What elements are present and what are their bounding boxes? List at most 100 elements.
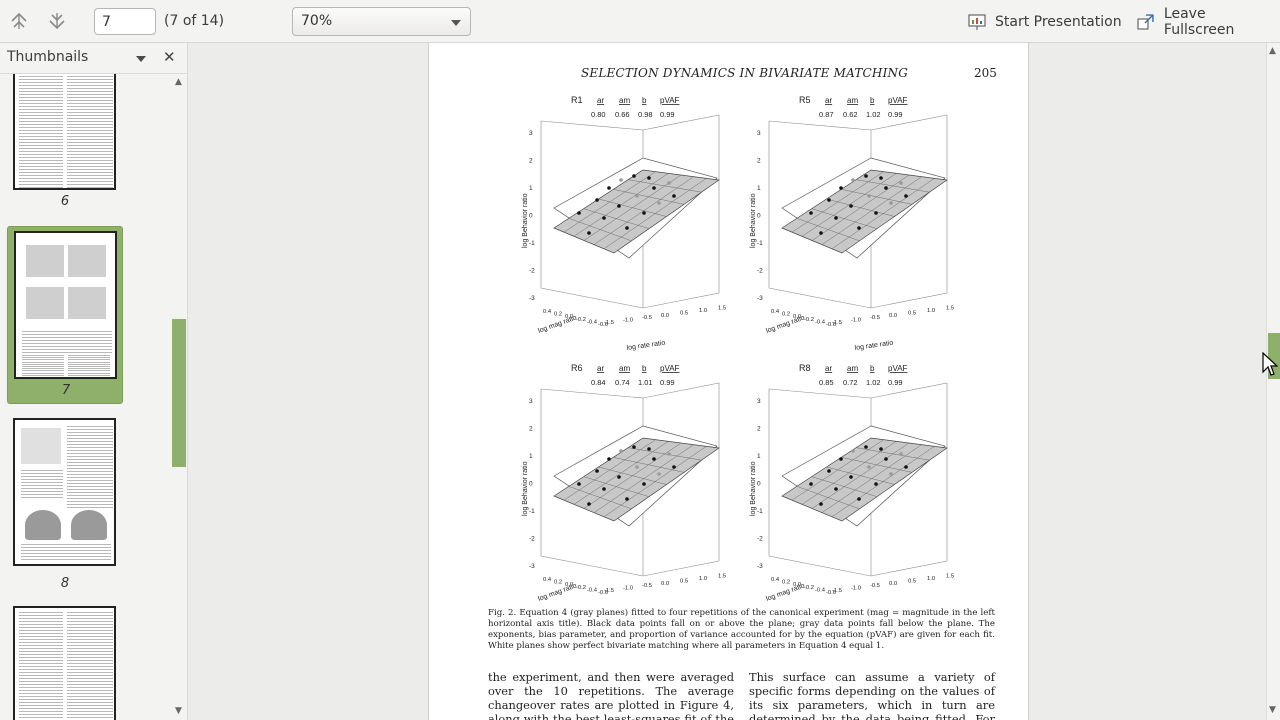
leave-fullscreen-button[interactable]: Leave Fullscreen <box>1136 6 1280 38</box>
thumbnail-text-line <box>67 612 113 613</box>
thumbnail-page-8[interactable]: 8 <box>7 418 123 594</box>
mag-tick-label: -0.4 <box>587 587 598 593</box>
data-point <box>827 198 831 202</box>
data-point <box>857 497 861 501</box>
thumbnail-figure-mark <box>68 361 110 363</box>
rate-tick-label: 0.5 <box>680 310 688 316</box>
thumbnail-text-line <box>19 145 63 146</box>
plot-param-value: 0.99 <box>888 378 903 387</box>
scroll-down-icon[interactable]: ▼ <box>175 706 182 716</box>
thumbnail-text-line <box>19 651 63 652</box>
thumbnail-text-line <box>19 127 63 128</box>
thumbnail-text-line <box>19 175 63 176</box>
thumbnail-text-line <box>67 127 113 128</box>
scroll-down-icon[interactable]: ▼ <box>1269 705 1276 715</box>
thumbnail-figure-mark <box>67 450 113 451</box>
data-point <box>595 198 599 202</box>
close-icon[interactable]: ✕ <box>163 48 176 66</box>
rate-tick-label: 0.0 <box>889 581 897 587</box>
thumbnail-figure-mark <box>21 547 111 548</box>
thumbnail-figure-mark <box>22 359 64 361</box>
data-point <box>602 216 606 220</box>
sidebar-dropdown-icon[interactable] <box>136 56 146 62</box>
start-presentation-button[interactable]: Start Presentation <box>967 8 1122 35</box>
thumbnail-figure-mark <box>68 370 110 372</box>
thumbnail-text-line <box>19 82 63 83</box>
sidebar-scrollbar[interactable]: ▲ ▼ <box>172 74 187 720</box>
thumbnail-figure-mark <box>68 368 110 370</box>
document-scrollbar[interactable]: ▲ ▼ <box>1266 43 1280 720</box>
thumbnail-text-line <box>67 678 113 679</box>
plot-param-header: pVAF <box>888 364 908 373</box>
mouse-cursor-icon <box>1262 352 1278 376</box>
thumbnail-figure-mark <box>21 550 111 551</box>
thumbnail-text-line <box>19 166 63 167</box>
thumbnail-text-line <box>67 181 113 182</box>
data-point <box>857 226 861 230</box>
thumbnail-figure-mark <box>21 488 63 489</box>
data-point <box>867 465 871 469</box>
thumbnail-text-line <box>19 657 63 658</box>
thumbnail-text-line <box>67 118 113 119</box>
rate-axis-label: log rate ratio <box>626 340 666 352</box>
thumbnail-text-line <box>19 109 63 110</box>
thumbnail-text-line <box>19 142 63 143</box>
rate-tick-label: 0.0 <box>889 313 897 319</box>
previous-page-button[interactable] <box>5 7 33 35</box>
scroll-up-icon[interactable]: ▲ <box>175 77 182 87</box>
thumbnail-text-line <box>67 97 113 98</box>
thumbnail-text-line <box>67 624 113 625</box>
thumbnail-text-line <box>67 615 113 616</box>
thumbnail-page-9[interactable] <box>7 606 123 720</box>
thumbnail-text-line <box>67 91 113 92</box>
thumbnail-figure-mark <box>22 361 64 363</box>
thumbnail-text-line <box>67 621 113 622</box>
mag-tick-label: 0.2 <box>782 312 790 318</box>
next-page-button[interactable] <box>43 7 71 35</box>
thumbnail-text-line <box>19 133 63 134</box>
thumbnails-sidebar: Thumbnails ✕ 6 7 8 ▲ ▼ <box>0 43 188 720</box>
thumbnail-figure-mark <box>22 337 112 338</box>
thumbnail-figure-mark <box>68 245 106 277</box>
rate-tick-label: 1.0 <box>927 308 935 314</box>
data-point <box>904 465 908 469</box>
thumbnail-text-line <box>67 690 113 691</box>
thumbnail-page-7[interactable]: 7 <box>7 226 123 404</box>
thumbnail-text-line <box>19 136 63 137</box>
thumbnail-text-line <box>67 124 113 125</box>
plot-param-header: pVAF <box>888 96 908 105</box>
sidebar-scroll-thumb[interactable] <box>172 319 186 467</box>
thumbnail-text-line <box>67 672 113 673</box>
thumbnail-text-line <box>67 711 113 712</box>
thumbnail-text-line <box>67 130 113 131</box>
thumbnail-figure-mark <box>67 444 113 445</box>
scroll-up-icon[interactable]: ▲ <box>1269 46 1276 56</box>
thumbnail-text-line <box>19 699 63 700</box>
zoom-select[interactable]: 70% <box>292 7 471 36</box>
thumbnail-text-line <box>19 178 63 179</box>
z-tick-label: 2 <box>529 426 533 433</box>
thumbnail-text-line <box>67 702 113 703</box>
z-tick-label: 2 <box>529 158 533 165</box>
thumbnail-figure-mark <box>22 357 64 359</box>
data-point <box>635 465 639 469</box>
gray-plane <box>553 437 720 522</box>
page-number-input[interactable] <box>94 8 156 35</box>
thumbnail-figure-mark <box>67 474 113 475</box>
plot-title: R1 <box>571 95 583 105</box>
z-axis-label: log Behavior ratio <box>750 193 757 248</box>
thumbnail-page-6[interactable]: 6 <box>7 74 123 214</box>
zoom-value: 70% <box>301 13 333 29</box>
thumbnail-text-line <box>67 654 113 655</box>
z-tick-label: -1 <box>757 508 763 515</box>
z-tick-label: 0 <box>757 481 761 488</box>
thumbnail-text-line <box>19 130 63 131</box>
thumbnail-figure-mark <box>67 453 113 454</box>
plot-title: R8 <box>799 363 811 373</box>
thumbnail-text-line <box>67 705 113 706</box>
thumbnail-text-line <box>67 94 113 95</box>
data-point <box>602 487 606 491</box>
thumbnail-text-line <box>67 687 113 688</box>
data-point <box>889 472 893 476</box>
thumbnail-text-line <box>19 615 63 616</box>
